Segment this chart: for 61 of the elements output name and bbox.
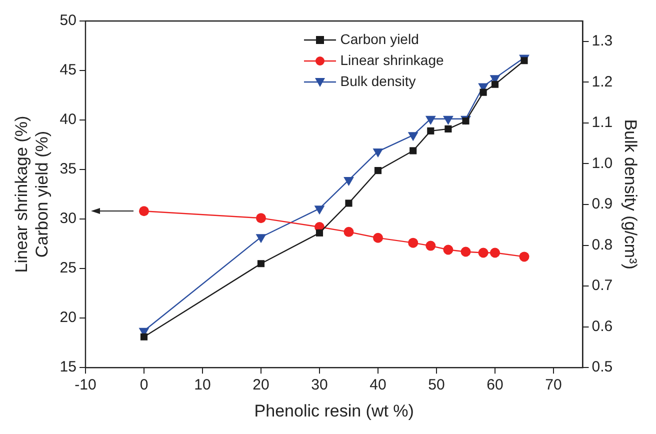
- x-tick-label: 40: [370, 376, 386, 394]
- point: [314, 206, 325, 215]
- legend-label: Carbon yield: [340, 30, 419, 49]
- y2-tick-label: 0.8: [592, 236, 613, 254]
- point: [520, 57, 528, 64]
- x-tick-label: 10: [194, 376, 211, 394]
- point: [316, 229, 324, 236]
- x-axis-title: Phenolic resin (wt %): [254, 401, 414, 420]
- point: [344, 226, 354, 237]
- point: [408, 238, 418, 248]
- point: [478, 248, 488, 258]
- point: [256, 213, 266, 224]
- x-tick-label: 50: [428, 376, 445, 394]
- x-tick-label: 60: [486, 376, 504, 394]
- y-tick-label: 20: [60, 309, 76, 326]
- legend-label: Linear shrinkage: [340, 51, 444, 70]
- point: [425, 116, 436, 125]
- y2-tick-label: 0.5: [592, 358, 613, 376]
- x-tick-label: 30: [311, 376, 328, 394]
- point: [372, 232, 383, 243]
- y2-tick-label: 1.3: [592, 32, 613, 50]
- point: [374, 167, 382, 174]
- y-tick-label: 30: [60, 210, 76, 228]
- point: [345, 200, 352, 207]
- point: [256, 234, 266, 244]
- y2-tick-label: 1.0: [592, 154, 613, 172]
- x-tick-label: -10: [74, 376, 96, 394]
- y2-tick-label: 1.1: [592, 114, 613, 132]
- point: [427, 127, 434, 134]
- point: [490, 248, 500, 258]
- y2-tick-label: 0.9: [592, 196, 613, 213]
- point: [372, 148, 384, 158]
- legend-label: Bulk density: [340, 72, 416, 91]
- point: [410, 147, 417, 154]
- point: [444, 125, 452, 132]
- y2-axis-title: Bulk density (g/cm³): [621, 119, 640, 270]
- point: [344, 177, 354, 186]
- y2-tick-label: 0.6: [592, 318, 613, 335]
- point: [519, 252, 530, 262]
- point: [140, 333, 148, 340]
- y-tick-label: 40: [60, 111, 76, 128]
- point: [480, 88, 487, 96]
- point: [138, 206, 149, 216]
- y2-tick-label: 1.2: [592, 73, 613, 90]
- point: [443, 244, 454, 255]
- point: [443, 116, 454, 125]
- y-tick-label: 15: [60, 358, 76, 376]
- x-tick-label: 70: [545, 376, 562, 394]
- y2-tick-label: 0.7: [592, 277, 613, 294]
- x-tick-label: 0: [140, 376, 148, 394]
- point: [257, 260, 265, 268]
- y-tick-label: 50: [60, 12, 76, 30]
- y-axis-title: Linear shrinkage (%) Carbon yield (%): [12, 116, 52, 273]
- y-tick-label: 25: [60, 260, 76, 277]
- y-tick-label: 35: [60, 160, 76, 178]
- point: [408, 132, 418, 142]
- point: [460, 246, 471, 257]
- x-tick-label: 20: [252, 376, 270, 394]
- point: [491, 80, 499, 88]
- point: [426, 240, 436, 251]
- y-tick-label: 45: [60, 62, 76, 79]
